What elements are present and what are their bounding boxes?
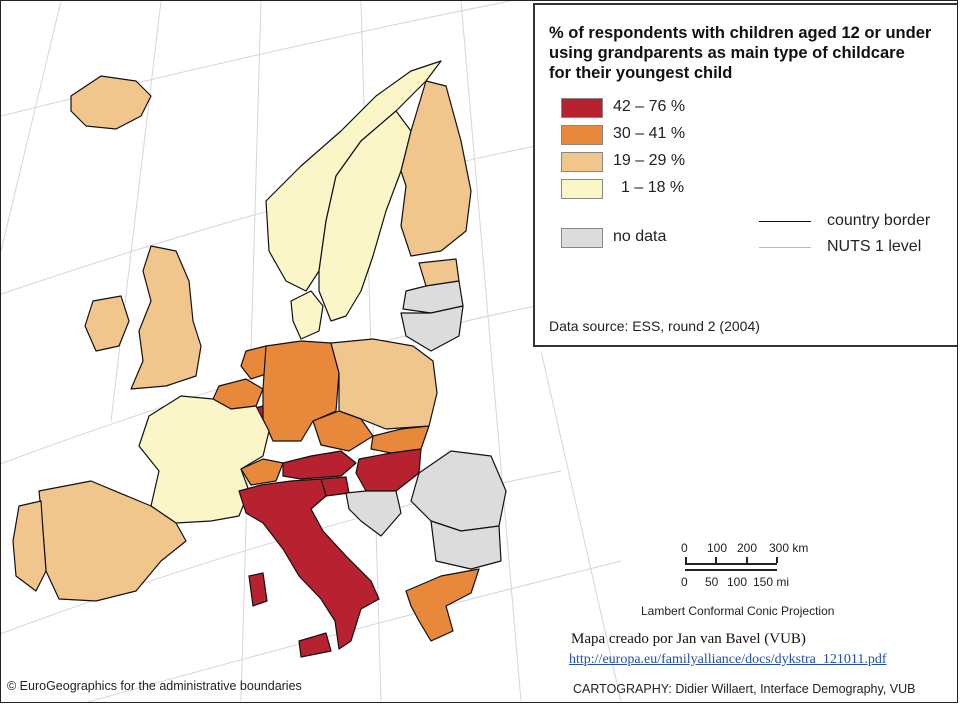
scale-km-tick-100: 100 bbox=[707, 541, 728, 555]
legend-line-country-border bbox=[759, 221, 811, 222]
credit-text: Mapa creado por Jan van Bavel (VUB) bbox=[571, 631, 806, 647]
legend-label-class-2: 30 – 41 % bbox=[613, 125, 686, 142]
cartography-credit: CARTOGRAPHY: Didier Willaert, Interface … bbox=[573, 682, 916, 696]
copyright-text: © EuroGeographics for the administrative… bbox=[7, 679, 302, 693]
legend-swatch-class-3 bbox=[561, 152, 603, 172]
scale-km-mark-0 bbox=[685, 557, 687, 563]
scale-mi-line bbox=[685, 569, 777, 571]
region-romania bbox=[410, 450, 507, 532]
region-austria bbox=[282, 450, 357, 480]
scale-mi-tick-0: 0 bbox=[681, 575, 688, 589]
region-italy bbox=[238, 478, 380, 650]
legend-label-nuts1: NUTS 1 level bbox=[827, 238, 922, 255]
legend-label-no-data: no data bbox=[613, 228, 667, 245]
region-lithuania bbox=[400, 305, 464, 352]
scale-km-mark-200 bbox=[746, 557, 748, 563]
region-switzerland bbox=[240, 458, 284, 486]
region-denmark bbox=[290, 290, 324, 340]
region-hungary bbox=[355, 448, 422, 492]
scale-mi-tick-150: 150 mi bbox=[753, 575, 790, 589]
projection-label: Lambert Conformal Conic Projection bbox=[641, 604, 835, 618]
region-sweden bbox=[318, 110, 412, 322]
region-bulgaria bbox=[430, 520, 502, 570]
region-netherlands bbox=[240, 345, 270, 380]
region-ireland bbox=[84, 295, 130, 352]
region-croatia bbox=[345, 490, 402, 537]
region-finland bbox=[400, 80, 472, 257]
region-sicily bbox=[298, 632, 332, 658]
legend-label-class-3: 19 – 29 % bbox=[613, 152, 686, 169]
legend-swatch-class-4 bbox=[561, 179, 603, 199]
legend-title: % of respondents with children aged 12 o… bbox=[549, 24, 932, 82]
scale-km-tick-200: 200 bbox=[737, 541, 758, 555]
legend-swatch-class-2 bbox=[561, 125, 603, 145]
scale-bar: 0 100 200 300 km 0 50 100 150 mi bbox=[661, 541, 841, 591]
legend-box: % of respondents with children aged 12 o… bbox=[533, 3, 957, 347]
legend-label-country-border: country border bbox=[827, 212, 931, 229]
scale-mi-tick-100: 100 bbox=[727, 575, 748, 589]
map-frame: % of respondents with children aged 12 o… bbox=[0, 0, 958, 703]
credit-link[interactable]: http://europa.eu/familyalliance/docs/dyk… bbox=[569, 652, 887, 667]
scale-km-mark-300 bbox=[776, 557, 778, 563]
scale-km-tick-0: 0 bbox=[681, 541, 688, 555]
scale-km-line bbox=[685, 563, 777, 565]
scale-km-tick-300: 300 km bbox=[769, 541, 809, 555]
legend-line-nuts1 bbox=[759, 247, 811, 248]
legend-swatch-class-1 bbox=[561, 98, 603, 118]
legend-label-class-4: 1 – 18 % bbox=[621, 179, 685, 196]
europe-map bbox=[1, 1, 622, 702]
region-france bbox=[138, 395, 270, 524]
scale-mi-tick-50: 50 bbox=[705, 575, 719, 589]
legend-swatch-no-data bbox=[561, 228, 603, 248]
data-source: Data source: ESS, round 2 (2004) bbox=[549, 318, 760, 334]
region-united-kingdom bbox=[130, 245, 202, 390]
legend-label-class-1: 42 – 76 % bbox=[613, 98, 686, 115]
region-portugal bbox=[12, 500, 47, 592]
region-greece bbox=[405, 568, 480, 642]
region-sardinia bbox=[248, 572, 268, 607]
region-iceland bbox=[70, 75, 152, 130]
scale-km-mark-100 bbox=[715, 557, 717, 563]
